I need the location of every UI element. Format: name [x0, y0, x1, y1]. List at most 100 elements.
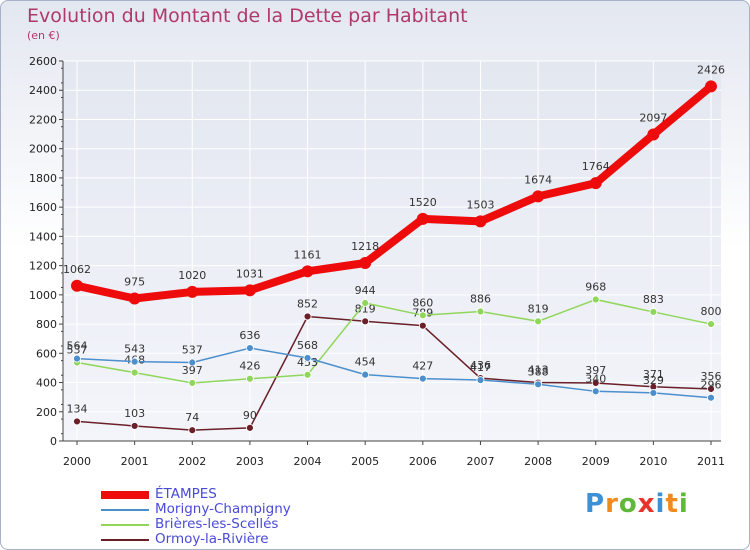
x-tick-label: 2002	[178, 455, 206, 468]
legend-label: Morigny-Champigny	[155, 501, 291, 517]
data-point	[707, 385, 715, 393]
y-tick-label: 1600	[29, 201, 57, 214]
data-point	[649, 389, 658, 397]
data-point	[534, 380, 542, 389]
data-label: 636	[239, 329, 260, 342]
y-tick-label: 2400	[29, 84, 57, 97]
data-label: 74	[185, 411, 199, 424]
data-point	[532, 190, 545, 203]
logo-letter: t	[665, 489, 679, 519]
y-tick-label: 600	[36, 347, 57, 360]
data-label: 537	[67, 344, 88, 357]
legend-label: Brières-les-Scellés	[155, 516, 279, 532]
data-label: 329	[643, 374, 664, 387]
data-label: 1764	[582, 160, 610, 173]
data-point	[707, 393, 715, 402]
data-label: 426	[239, 360, 260, 373]
logo-letter: i	[678, 489, 689, 519]
data-point	[359, 256, 372, 269]
chart-legend: ÉTAMPES Morigny-Champigny Brières-les-Scel…	[101, 486, 401, 547]
data-point	[534, 317, 542, 326]
x-tick-label: 2010	[639, 455, 667, 468]
legend-swatch	[101, 491, 149, 499]
data-point	[649, 308, 658, 316]
data-point	[301, 265, 314, 278]
x-tick-label: 2000	[63, 455, 91, 468]
legend-swatch	[101, 509, 149, 511]
data-point	[591, 295, 600, 304]
data-label: 397	[585, 364, 606, 377]
y-tick-label: 1400	[29, 230, 57, 243]
data-point	[128, 292, 141, 305]
data-label: 388	[528, 365, 549, 378]
x-tick-label: 2008	[524, 455, 552, 468]
data-label: 1031	[236, 267, 264, 280]
legend-label: ÉTAMPES	[155, 486, 217, 502]
data-point	[303, 354, 312, 362]
series-line	[76, 83, 714, 303]
legend-label: Ormoy-la-Rivière	[155, 531, 269, 547]
data-point	[361, 299, 370, 307]
data-label: 564	[67, 340, 88, 353]
logo-letter: P	[585, 489, 606, 519]
data-point	[416, 212, 429, 225]
data-label: 1062	[63, 263, 91, 276]
series-line	[76, 315, 712, 431]
logo-letter: i	[655, 489, 666, 519]
plot-area	[63, 61, 721, 441]
legend-item: ÉTAMPES	[101, 486, 401, 502]
chart-title: Evolution du Montant de la Dette par Hab…	[27, 5, 468, 27]
y-tick-label: 1200	[29, 260, 57, 273]
legend-item: Ormoy-la-Rivière	[101, 531, 401, 547]
x-tick-label: 2001	[121, 455, 149, 468]
data-label: 975	[124, 276, 145, 289]
data-point	[71, 279, 83, 292]
data-label: 340	[585, 372, 606, 385]
x-tick-label: 2005	[351, 455, 379, 468]
logo-letter: o	[618, 489, 638, 519]
data-point	[476, 307, 485, 316]
x-tick-label: 2006	[409, 455, 437, 468]
data-point	[246, 344, 254, 352]
data-label: 454	[355, 356, 376, 369]
data-label: 1161	[294, 248, 322, 261]
data-point	[418, 321, 427, 330]
chart-subtitle: (en €)	[27, 29, 60, 42]
data-label: 296	[701, 379, 722, 392]
data-label: 356	[701, 370, 722, 383]
data-point	[707, 320, 715, 328]
data-label: 1020	[178, 269, 206, 282]
data-point	[418, 311, 427, 320]
data-point	[361, 317, 370, 326]
data-point	[246, 374, 254, 383]
data-label: 2097	[639, 112, 667, 125]
x-tick-label: 2007	[466, 455, 494, 468]
data-point	[474, 215, 487, 228]
data-label: 860	[412, 296, 433, 309]
y-tick-label: 1000	[29, 289, 57, 302]
y-tick-label: 2200	[29, 113, 57, 126]
data-point	[591, 387, 600, 396]
data-point	[647, 128, 660, 141]
logo-letter: r	[605, 489, 619, 519]
data-label: 968	[585, 281, 606, 294]
data-point	[418, 374, 427, 383]
data-point	[73, 354, 81, 363]
y-tick-label: 400	[36, 377, 57, 390]
x-tick-label: 2011	[697, 455, 725, 468]
data-label: 1503	[466, 198, 494, 211]
data-label: 568	[297, 339, 318, 352]
x-tick-label: 2009	[582, 455, 610, 468]
data-label: 819	[355, 302, 376, 315]
series-line	[76, 347, 712, 399]
data-point	[186, 285, 199, 298]
data-point	[361, 370, 370, 379]
data-label: 103	[124, 407, 145, 420]
data-label: 436	[470, 359, 491, 372]
legend-swatch	[101, 524, 149, 526]
y-tick-label: 200	[36, 406, 57, 419]
data-point	[188, 379, 197, 387]
data-label: 800	[701, 305, 722, 318]
